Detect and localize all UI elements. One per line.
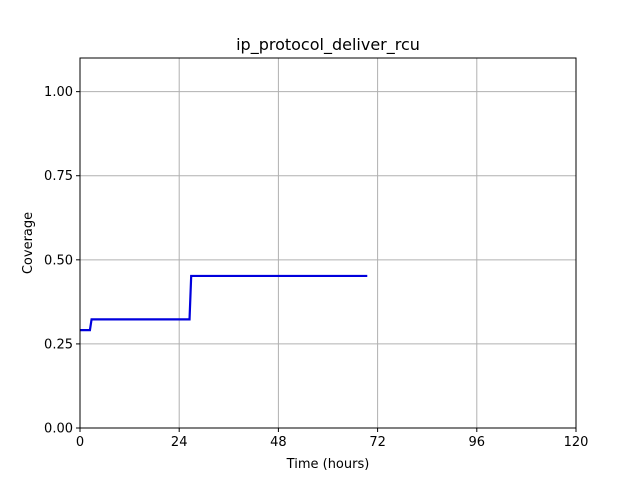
x-tick-label: 72 (369, 435, 386, 450)
series-layer (80, 274, 368, 332)
x-tick-label: 96 (469, 435, 486, 450)
coverage-series-line (80, 274, 368, 332)
x-tick-label: 0 (76, 435, 84, 450)
y-tick-label: 0.75 (44, 169, 73, 184)
y-tick-label: 0.50 (44, 253, 73, 268)
y-tick-label: 0.00 (44, 422, 73, 437)
x-tick-label: 120 (564, 435, 589, 450)
y-axis-label: Coverage (21, 212, 36, 274)
y-tick-label: 0.25 (44, 337, 73, 352)
y-tick-label: 1.00 (44, 85, 73, 100)
plot-frame (79, 57, 577, 429)
x-tick-label: 48 (270, 435, 287, 450)
chart-title: ip_protocol_deliver_rcu (236, 35, 420, 55)
x-tick-label: 24 (171, 435, 188, 450)
ticks: 0 24 48 72 96 120 0.00 0.25 0.50 0.75 1.00 (44, 85, 588, 450)
x-axis-label: Time (hours) (286, 457, 370, 472)
